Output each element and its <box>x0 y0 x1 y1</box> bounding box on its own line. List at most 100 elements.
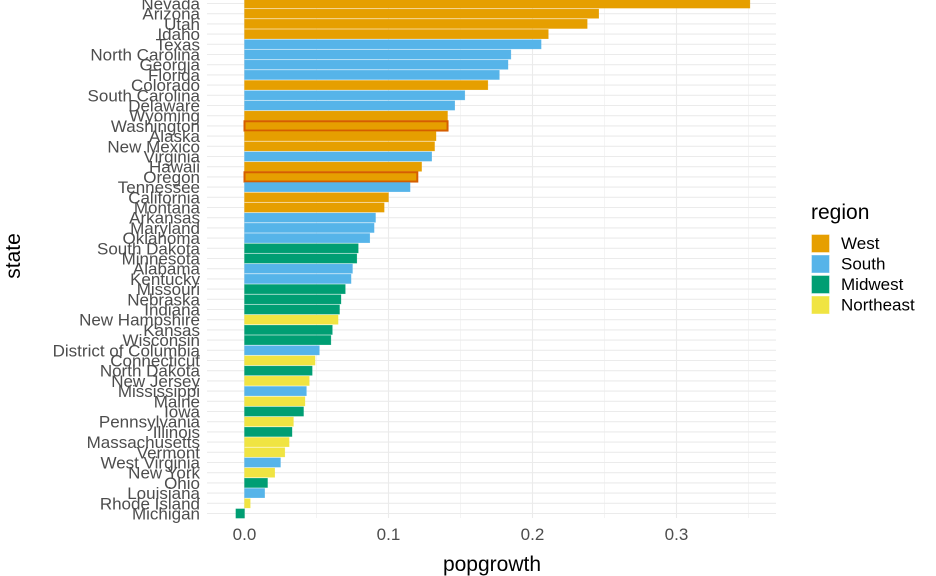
y-tick-label-california: California <box>128 188 200 207</box>
y-tick-label-mississippi: Mississippi <box>118 382 200 401</box>
y-tick-label-ohio: Ohio <box>164 474 200 493</box>
bar-mississippi <box>244 386 307 397</box>
bar-illinois <box>244 427 293 437</box>
y-tick-label-georgia: Georgia <box>140 56 201 75</box>
bar-north-dakota <box>244 365 313 376</box>
x-axis-title: popgrowth <box>443 553 541 576</box>
y-tick-label-new-jersey: New Jersey <box>111 372 200 391</box>
bar-south-carolina <box>244 90 466 101</box>
bar-montana <box>244 202 385 213</box>
y-tick-label-new-mexico: New Mexico <box>107 137 200 156</box>
legend-label-south: South <box>841 255 885 274</box>
bar-louisiana <box>244 488 265 499</box>
bar-new-hampshire <box>244 314 339 325</box>
y-tick-label-michigan: Michigan <box>132 505 200 524</box>
bar-nebraska <box>244 294 342 305</box>
bar-vermont <box>244 447 286 458</box>
y-tick-label-hawaii: Hawaii <box>149 158 200 177</box>
y-tick-label-oklahoma: Oklahoma <box>123 229 201 248</box>
x-tick-label-2: 0.2 <box>521 525 545 544</box>
legend-key-northeast <box>811 296 830 314</box>
y-tick-label-minnesota: Minnesota <box>122 250 201 269</box>
bar-kentucky <box>244 274 352 284</box>
bar-rhode-island <box>244 498 251 509</box>
y-tick-label-wyoming: Wyoming <box>129 107 200 126</box>
y-tick-label-connecticut: Connecticut <box>110 352 200 371</box>
y-tick-label-district-of-columbia: District of Columbia <box>53 341 201 360</box>
y-tick-label-kansas: Kansas <box>143 321 200 340</box>
y-tick-label-montana: Montana <box>134 199 201 218</box>
y-tick-label-illinois: Illinois <box>153 423 200 442</box>
bar-wisconsin <box>244 335 332 346</box>
bar-minnesota <box>244 253 358 264</box>
y-tick-label-wisconsin: Wisconsin <box>123 331 200 350</box>
legend-label-west: West <box>841 234 880 253</box>
bar-delaware <box>244 100 455 111</box>
y-tick-label-new-hampshire: New Hampshire <box>79 311 200 330</box>
x-tick-labels: 0.0 0.1 0.2 0.3 <box>233 525 689 544</box>
bar-maryland <box>244 223 375 233</box>
legend-label-northeast: Northeast <box>841 296 915 315</box>
bar-california <box>244 192 389 203</box>
legend-title: region <box>811 201 869 224</box>
bar-michigan <box>235 508 245 519</box>
y-tick-label-maine: Maine <box>154 392 200 411</box>
y-tick-label-washington: Washington <box>111 117 200 136</box>
bar-massachusetts <box>244 437 290 448</box>
x-tick-label-1: 0.1 <box>377 525 401 544</box>
bars-group <box>235 0 751 519</box>
bar-arkansas <box>244 212 376 223</box>
bar-texas <box>244 39 542 50</box>
bar-new-york <box>244 467 275 478</box>
y-tick-label-south-dakota: South Dakota <box>97 239 201 258</box>
y-tick-label-kentucky: Kentucky <box>130 270 200 289</box>
legend-key-south <box>811 255 830 273</box>
bar-virginia <box>244 151 432 162</box>
bar-connecticut <box>244 355 316 366</box>
y-axis-title: state <box>2 233 25 279</box>
bar-west-virginia <box>244 457 281 468</box>
y-tick-label-idaho: Idaho <box>157 25 200 44</box>
bar-tennessee <box>244 182 411 192</box>
bar-new-mexico <box>244 141 435 152</box>
bar-alaska <box>244 131 437 141</box>
y-tick-label-west-virginia: West Virginia <box>100 454 200 473</box>
y-tick-label-delaware: Delaware <box>128 97 200 116</box>
legend-label-midwest: Midwest <box>841 275 904 294</box>
y-tick-label-florida: Florida <box>148 66 201 85</box>
y-tick-label-alabama: Alabama <box>133 260 201 279</box>
bar-iowa <box>244 406 304 417</box>
y-tick-label-indiana: Indiana <box>144 301 200 320</box>
y-tick-label-north-dakota: North Dakota <box>100 362 201 381</box>
bar-nevada <box>244 0 751 9</box>
y-tick-label-arizona: Arizona <box>142 5 200 24</box>
y-tick-label-utah: Utah <box>164 15 200 34</box>
legend-key-west <box>811 234 830 253</box>
bar-pennsylvania <box>244 416 294 427</box>
y-tick-label-alaska: Alaska <box>149 127 201 146</box>
y-tick-label-colorado: Colorado <box>131 76 200 95</box>
bar-oregon <box>243 171 419 183</box>
bar-wyoming <box>244 110 448 121</box>
y-tick-label-arkansas: Arkansas <box>129 209 200 228</box>
bar-florida <box>244 70 500 80</box>
y-tick-label-louisiana: Louisiana <box>127 484 200 503</box>
y-tick-label-new-york: New York <box>128 464 200 483</box>
bar-washington <box>243 120 449 132</box>
bar-colorado <box>244 80 489 90</box>
y-tick-label-missouri: Missouri <box>137 280 200 299</box>
y-tick-label-texas: Texas <box>156 35 200 54</box>
y-tick-label-tennessee: Tennessee <box>118 178 200 197</box>
bar-oklahoma <box>244 233 371 243</box>
bar-ohio <box>244 478 268 488</box>
bar-maine <box>244 396 306 407</box>
y-tick-label-massachusetts: Massachusetts <box>87 433 200 452</box>
legend-key-midwest <box>811 275 830 294</box>
bar-missouri <box>244 284 346 295</box>
bar-alabama <box>244 263 353 274</box>
y-tick-label-vermont: Vermont <box>137 443 201 462</box>
